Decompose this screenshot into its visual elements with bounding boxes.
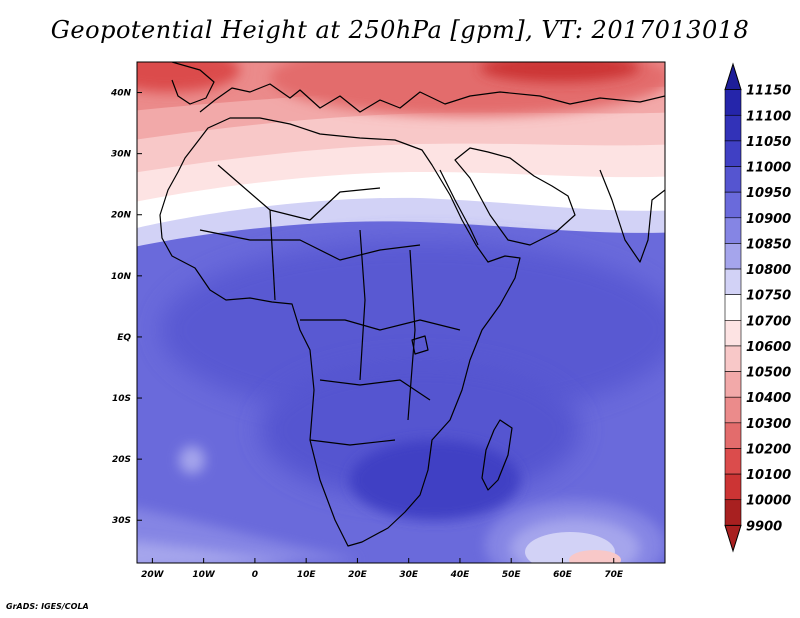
colorbar-label: 10200 <box>746 442 791 457</box>
lat-tick-label: 20N <box>111 211 132 221</box>
india-coastline <box>599 169 665 263</box>
field-lobe-10600 <box>569 550 621 563</box>
lat-tick-label: 30N <box>111 150 132 160</box>
colorbar-swatch <box>724 191 742 219</box>
lake-victoria <box>411 335 429 355</box>
field-core-10100 <box>137 62 240 92</box>
border-2 <box>199 229 421 261</box>
colorbar-swatch <box>724 243 742 270</box>
lat-tick-label: EQ <box>117 333 131 343</box>
colorbar-label: 10100 <box>746 468 791 483</box>
lon-tick-label: 10E <box>297 570 317 580</box>
field-band-10900 <box>160 240 665 420</box>
iberia-coastline <box>171 62 215 105</box>
lon-tick-label: 60E <box>553 570 573 580</box>
africa-coastline <box>159 117 521 547</box>
border-5 <box>309 439 396 446</box>
border-1 <box>217 164 381 221</box>
lat-tick-label: 30S <box>112 516 131 526</box>
colorbar-label: 10800 <box>746 263 791 278</box>
credit-text: GrADS: IGES/COLA <box>6 602 89 611</box>
red-sea <box>439 169 479 246</box>
colorbar-label: 10900 <box>746 212 791 227</box>
field-core-10000 <box>480 62 640 82</box>
colorbar-label: 9900 <box>746 519 782 534</box>
colorbar-swatch <box>724 320 742 347</box>
arabia-coastline <box>454 147 576 246</box>
border-4 <box>319 379 431 401</box>
colorbar-label: 10750 <box>746 289 791 304</box>
colorbar-swatch <box>724 448 742 475</box>
colorbar-label: 11050 <box>746 135 791 150</box>
lon-tick-label: 0 <box>252 570 258 580</box>
colorbar: 11150 11100 11050 11000 10950 10900 10850 10800… <box>724 62 791 553</box>
colorbar-label: 10600 <box>746 340 791 355</box>
field-south-10800 <box>137 541 300 563</box>
colorbar-label: 10500 <box>746 366 791 381</box>
colorbar-label: 11000 <box>746 161 791 176</box>
lat-tick-label: 10S <box>112 394 131 404</box>
colorbar-label: 11150 <box>746 84 791 99</box>
colorbar-swatch <box>724 268 742 295</box>
field-spot-10800 <box>179 446 205 474</box>
lat-tick-label: 40N <box>110 89 132 99</box>
colorbar-min-triangle <box>724 524 742 553</box>
colorbar-label: 10700 <box>746 314 791 329</box>
chart-title: Geopotential Height at 250hPa [gpm], VT:… <box>50 16 750 44</box>
lon-tick-label: 10W <box>192 570 216 580</box>
map-frame <box>136 61 666 564</box>
lon-tick-label: 30E <box>399 570 419 580</box>
colorbar-label: 10300 <box>746 417 791 432</box>
colorbar-label: 10000 <box>746 494 791 509</box>
map-axes: 20W 10W 0 10E 20E 30E 40E 50E 60E 70E 40N 30N 20N 10N… <box>110 89 624 580</box>
europe-coastline <box>199 83 665 113</box>
colorbar-label: 10850 <box>746 237 791 252</box>
colorbar-swatch <box>724 294 742 321</box>
lat-tick-label: 20S <box>112 455 131 465</box>
border-6 <box>359 229 366 381</box>
lon-tick-label: 50E <box>502 570 522 580</box>
border-3 <box>300 319 461 331</box>
colorbar-label: 11100 <box>746 109 791 124</box>
colorbar-swatch <box>724 371 742 398</box>
height-field <box>137 62 665 563</box>
colorbar-swatch <box>724 396 742 424</box>
border-8 <box>269 209 276 301</box>
lon-tick-label: 40E <box>450 570 471 580</box>
field-band-11000 <box>350 440 520 520</box>
colorbar-swatch <box>724 166 742 193</box>
colorbar-swatch <box>724 114 742 142</box>
colorbar-swatch <box>724 217 742 244</box>
lon-tick-label: 70E <box>604 570 624 580</box>
colorbar-max-triangle <box>724 62 742 91</box>
colorbar-swatch <box>724 473 742 501</box>
lat-tick-label: 10N <box>111 272 132 282</box>
colorbar-swatch <box>724 89 742 116</box>
lon-tick-label: 20E <box>348 570 368 580</box>
border-7 <box>407 249 416 421</box>
colorbar-label: 10400 <box>746 391 791 406</box>
colorbar-swatch <box>724 345 742 372</box>
colorbar-swatch <box>724 499 742 526</box>
coastlines <box>159 62 665 547</box>
colorbar-label: 10950 <box>746 186 791 201</box>
lon-tick-label: 20W <box>141 570 165 580</box>
colorbar-swatch <box>724 140 742 167</box>
madagascar-coastline <box>481 419 513 491</box>
colorbar-swatch <box>724 422 742 449</box>
